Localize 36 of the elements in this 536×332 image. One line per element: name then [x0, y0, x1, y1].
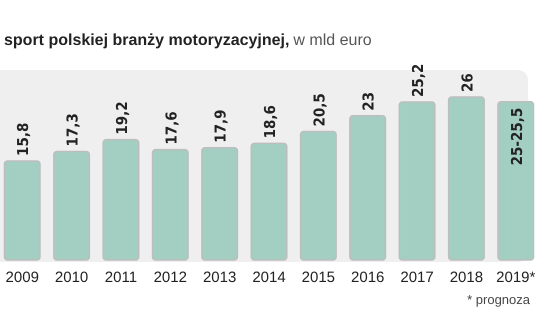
bar [102, 138, 140, 261]
x-tick-label: 2017 [400, 269, 434, 286]
bar [349, 115, 386, 261]
bar [398, 101, 436, 261]
bar [448, 96, 485, 261]
x-tick-label: 2015 [302, 269, 336, 286]
data-label: 17,9 [212, 109, 230, 143]
chart-title: sport polskiej branży motoryzacyjnej, [4, 32, 290, 49]
x-tick-label: 2013 [202, 269, 236, 286]
data-label: 19,2 [112, 101, 131, 135]
x-tick-label: 2012 [154, 269, 187, 286]
x-tick-label: 2019* [496, 269, 536, 286]
bar [201, 147, 238, 261]
bar [53, 150, 90, 261]
x-tick-label: 2016 [351, 269, 384, 286]
bar [497, 100, 534, 261]
x-tick-label: 2018 [450, 269, 484, 286]
bar [4, 160, 41, 261]
chart-subtitle: w mld euro [292, 32, 372, 49]
data-label: 25,2 [409, 64, 428, 98]
data-label: 20,5 [310, 93, 328, 126]
data-label: 17,6 [162, 111, 180, 145]
text: * prognoza [467, 292, 531, 307]
data-label: 23 [360, 92, 378, 111]
x-tick-label: 2009 [6, 269, 39, 286]
x-tick-label: 2010 [54, 269, 88, 286]
bar [250, 142, 288, 261]
data-label: 15,8 [14, 122, 32, 156]
x-tick-label: 2014 [252, 269, 286, 286]
bar [152, 148, 189, 261]
x-tick-label: 2011 [104, 269, 138, 286]
data-label: 18,6 [261, 105, 279, 138]
data-label: 26 [458, 73, 476, 92]
data-label: 25-25,5 [508, 108, 526, 166]
data-label: 17,3 [64, 113, 82, 147]
bar [300, 130, 337, 261]
